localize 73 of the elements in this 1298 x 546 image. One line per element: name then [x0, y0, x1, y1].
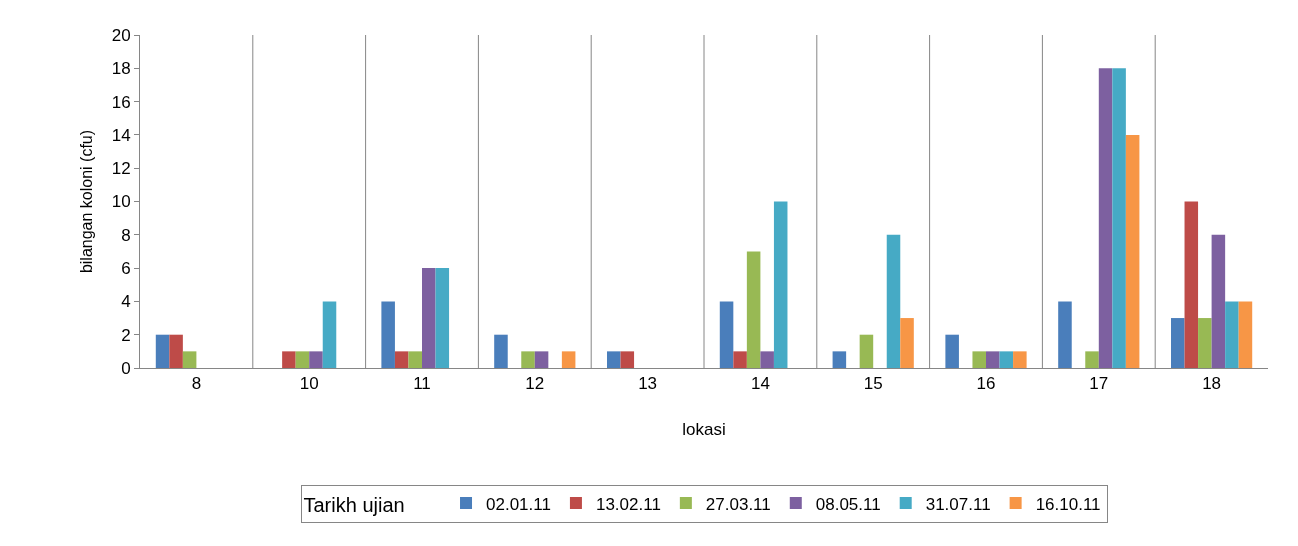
bar	[309, 351, 323, 368]
legend-label: 02.01.11	[486, 494, 551, 514]
x-tick-label: 15	[863, 374, 883, 394]
bar	[999, 351, 1014, 368]
bar	[494, 334, 508, 368]
bar	[945, 334, 959, 368]
bar	[155, 334, 170, 368]
y-tick-label: 18	[111, 59, 131, 79]
bar	[561, 351, 576, 368]
y-tick-label: 2	[121, 325, 131, 345]
bar	[169, 334, 183, 368]
bar	[746, 251, 761, 368]
bar	[282, 351, 296, 368]
x-tick-label: 18	[1202, 374, 1222, 394]
bar	[832, 351, 847, 368]
y-tick-label: 6	[121, 259, 131, 279]
x-tick-label: 13	[638, 374, 658, 394]
legend-label: 13.02.11	[595, 494, 661, 514]
y-tick-label: 0	[121, 358, 131, 378]
bar	[534, 351, 549, 368]
y-tick-label: 14	[111, 125, 131, 145]
bar	[1170, 318, 1185, 368]
bar	[733, 351, 747, 368]
x-axis-title: lokasi	[682, 419, 726, 439]
bar	[606, 351, 621, 368]
y-tick-label: 12	[111, 159, 131, 179]
bar	[886, 234, 901, 368]
y-tick-label: 8	[121, 225, 131, 245]
legend-label: 08.05.11	[815, 494, 881, 514]
legend-title: Tarikh ujian	[303, 493, 439, 516]
bar	[422, 268, 436, 368]
bar	[394, 351, 409, 368]
legend-label: 27.03.11	[705, 494, 771, 514]
bar	[972, 351, 986, 368]
legend-label: 16.10.11	[1035, 494, 1101, 514]
bar	[1085, 351, 1099, 368]
bar	[900, 318, 914, 368]
bar	[620, 351, 635, 368]
bar	[1125, 134, 1140, 368]
bar	[322, 301, 337, 368]
bar	[859, 334, 874, 368]
bar	[760, 351, 774, 368]
x-tick-label: 12	[525, 374, 545, 394]
x-tick-label: 14	[750, 374, 770, 394]
y-tick-label: 4	[121, 292, 131, 312]
bar	[408, 351, 422, 368]
bar	[1013, 351, 1027, 368]
bar	[1184, 201, 1199, 368]
bar	[719, 301, 734, 368]
y-axis-title: bilangan koloni (cfu)	[77, 129, 95, 274]
x-tick-label: 10	[299, 374, 319, 394]
y-tick-label: 10	[111, 192, 131, 212]
bar	[295, 351, 310, 368]
bar	[435, 268, 450, 368]
bar	[1198, 318, 1212, 368]
x-tick-label: 11	[413, 374, 431, 394]
bar	[1058, 301, 1072, 368]
y-tick-label: 20	[111, 25, 131, 45]
bar	[1211, 234, 1226, 368]
x-tick-label: 17	[1089, 374, 1109, 394]
legend-label: 31.07.11	[925, 494, 991, 514]
bar	[381, 301, 395, 368]
bar	[1098, 68, 1113, 368]
x-tick-label: 8	[191, 374, 202, 394]
bar	[986, 351, 1000, 368]
bar	[1238, 301, 1253, 368]
bar	[182, 351, 197, 368]
bar	[773, 201, 788, 368]
x-tick-label: 16	[976, 374, 996, 394]
bar	[521, 351, 535, 368]
bar	[1112, 68, 1126, 368]
y-tick-label: 16	[111, 92, 131, 112]
bar	[1225, 301, 1239, 368]
